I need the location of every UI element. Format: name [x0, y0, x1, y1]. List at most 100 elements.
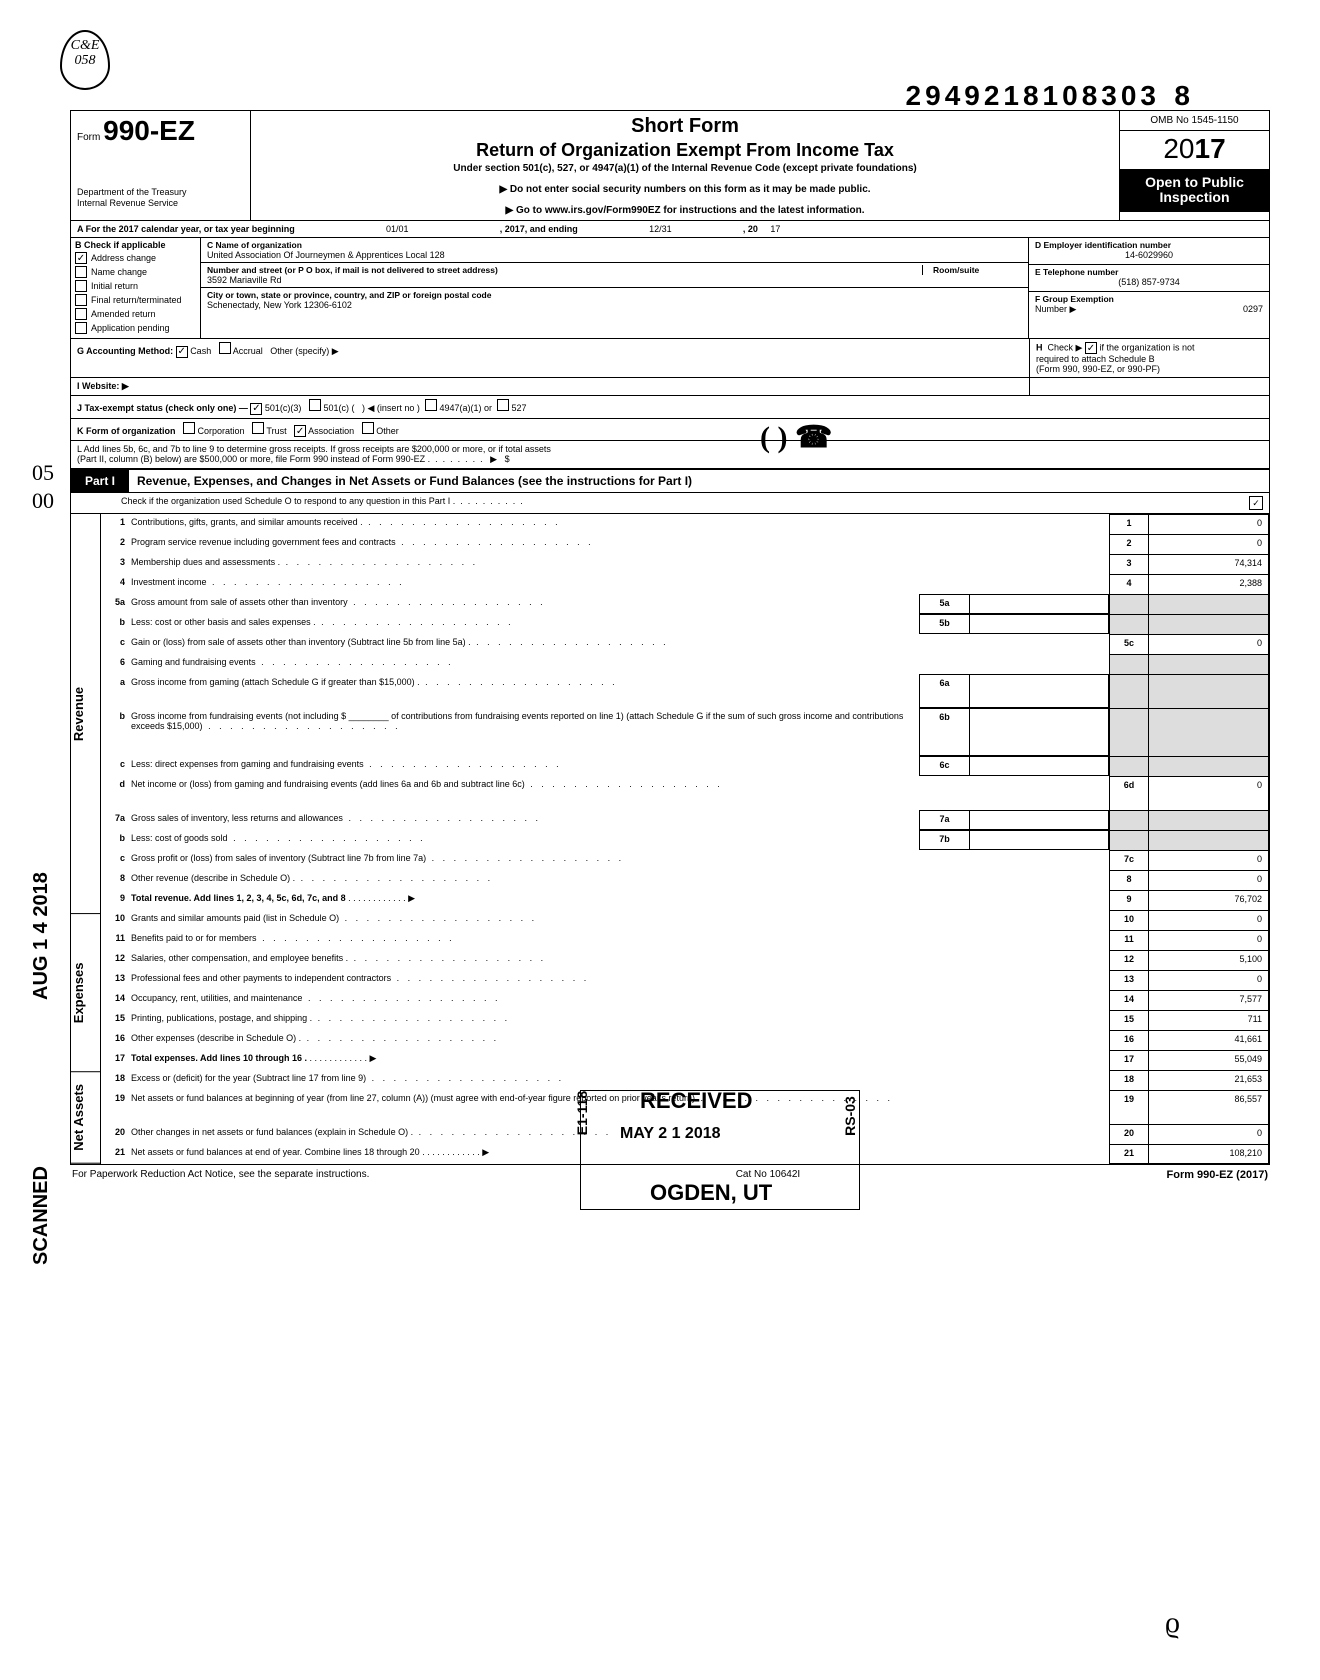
mid-val: [969, 594, 1109, 614]
line-desc: Occupancy, rent, utilities, and maintena…: [131, 990, 1109, 1010]
line-desc: Gross amount from sale of assets other t…: [131, 594, 919, 614]
j-d: 527: [512, 403, 527, 413]
line-number: 2: [101, 534, 131, 554]
line-desc: Excess or (deficit) for the year (Subtra…: [131, 1070, 1109, 1090]
netassets-vlabel: Net Assets: [71, 1072, 100, 1164]
line-number: a: [101, 674, 131, 708]
k-other-checkbox[interactable]: [362, 422, 374, 434]
line-desc: Less: direct expenses from gaming and fu…: [131, 756, 919, 776]
line-number: 7a: [101, 810, 131, 830]
col-b: B Check if applicable ✓Address changeNam…: [71, 238, 201, 338]
j-b2: ) ◀ (insert no ): [362, 403, 420, 413]
l-t2: (Part II, column (B) below) are $500,000…: [77, 454, 430, 464]
accrual-checkbox[interactable]: [219, 342, 231, 354]
right-num: 1: [1109, 514, 1149, 534]
right-val: [1149, 594, 1269, 614]
f-cell: F Group Exemption Number ▶ 0297: [1029, 292, 1269, 319]
line-row: 11Benefits paid to or for members110: [101, 930, 1269, 950]
line-desc: Membership dues and assessments .: [131, 554, 1109, 574]
line-desc: Contributions, gifts, grants, and simila…: [131, 514, 1109, 534]
colb-label: Application pending: [91, 323, 170, 333]
line-row: 16Other expenses (describe in Schedule O…: [101, 1030, 1269, 1050]
right-val: 711: [1149, 1010, 1269, 1030]
return-title: Return of Organization Exempt From Incom…: [259, 140, 1111, 161]
arrow-ssn: ▶ Do not enter social security numbers o…: [259, 184, 1111, 195]
colb-item: Final return/terminated: [75, 294, 196, 306]
mid-val: [969, 614, 1109, 634]
sched-o-checkbox[interactable]: ✓: [1249, 496, 1263, 510]
handwritten-2: 00: [32, 488, 54, 514]
right-num: 14: [1109, 990, 1149, 1010]
j-527-checkbox[interactable]: [497, 399, 509, 411]
right-val: 0: [1149, 634, 1269, 654]
right-val: 86,557: [1149, 1090, 1269, 1124]
h-checkbox[interactable]: ✓: [1085, 342, 1097, 354]
j-4947-checkbox[interactable]: [425, 399, 437, 411]
form-number: Form 990-EZ: [77, 115, 244, 147]
colb-label: Initial return: [91, 281, 138, 291]
line-row: bLess: cost of goods sold7b: [101, 830, 1269, 850]
k-d: Other: [376, 426, 399, 436]
colb-checkbox[interactable]: [75, 322, 87, 334]
right-num: 17: [1109, 1050, 1149, 1070]
c-name-lbl: C Name of organization: [207, 240, 1022, 250]
line-row: 18Excess or (deficit) for the year (Subt…: [101, 1070, 1269, 1090]
colb-checkbox[interactable]: [75, 308, 87, 320]
mid-val: [969, 810, 1109, 830]
j-501c3-checkbox[interactable]: ✓: [250, 403, 262, 415]
dept-2: Internal Revenue Service: [77, 198, 244, 209]
line-l: L Add lines 5b, 6c, and 7b to line 9 to …: [71, 441, 1269, 469]
h-l2: required to attach Schedule B: [1036, 354, 1155, 364]
mid-num: 6b: [919, 708, 969, 756]
form-container: Form 990-EZ Department of the Treasury I…: [70, 110, 1270, 1165]
line-row: cGain or (loss) from sale of assets othe…: [101, 634, 1269, 654]
row-a-text: A For the 2017 calendar year, or tax yea…: [77, 224, 295, 234]
scanned-stamp: SCANNED: [30, 1166, 53, 1265]
line-desc: Grants and similar amounts paid (list in…: [131, 910, 1109, 930]
colb-label: Name change: [91, 267, 147, 277]
addr-lbl: Number and street (or P O box, if mail i…: [207, 265, 1022, 275]
footer-right: Form 990-EZ (2017): [1167, 1169, 1268, 1181]
row-a-tail: , 20: [743, 224, 758, 234]
k-corp-checkbox[interactable]: [183, 422, 195, 434]
line-row: 9Total revenue. Add lines 1, 2, 3, 4, 5c…: [101, 890, 1269, 910]
right-val: 0: [1149, 870, 1269, 890]
colb-checkbox[interactable]: [75, 294, 87, 306]
k-assoc-checkbox[interactable]: ✓: [294, 425, 306, 437]
dln-number: 2949218108303: [906, 80, 1160, 112]
line-number: d: [101, 776, 131, 810]
d-cell: D Employer identification number 14-6029…: [1029, 238, 1269, 265]
colb-checkbox[interactable]: [75, 266, 87, 278]
line-row: bGross income from fundraising events (n…: [101, 708, 1269, 756]
right-num: [1109, 810, 1149, 830]
colb-item: ✓Address change: [75, 252, 196, 264]
line-number: b: [101, 830, 131, 850]
cash-checkbox[interactable]: ✓: [176, 346, 188, 358]
year-prefix: 20: [1163, 133, 1194, 164]
right-val: 2,388: [1149, 574, 1269, 594]
form-no: 990-EZ: [103, 115, 195, 146]
line-number: 15: [101, 1010, 131, 1030]
header-mid: Short Form Return of Organization Exempt…: [251, 111, 1119, 220]
omb-no: OMB No 1545-1150: [1120, 111, 1269, 131]
row-a-yy: 17: [770, 224, 780, 234]
k-trust-checkbox[interactable]: [252, 422, 264, 434]
colb-checkbox[interactable]: [75, 280, 87, 292]
year-bold: 17: [1195, 133, 1226, 164]
line-row: 8Other revenue (describe in Schedule O) …: [101, 870, 1269, 890]
line-row: 6Gaming and fundraising events: [101, 654, 1269, 674]
line-desc: Other expenses (describe in Schedule O) …: [131, 1030, 1109, 1050]
sched-o-text: Check if the organization used Schedule …: [121, 496, 450, 510]
right-num: 11: [1109, 930, 1149, 950]
j-501c-checkbox[interactable]: [309, 399, 321, 411]
colb-checkbox[interactable]: ✓: [75, 252, 87, 264]
k-b: Trust: [266, 426, 286, 436]
line-row: 2Program service revenue including gover…: [101, 534, 1269, 554]
received-stamp: RECEIVED: [640, 1088, 752, 1114]
right-num: [1109, 654, 1149, 674]
line-desc: Gross income from fundraising events (no…: [131, 708, 919, 756]
line-number: c: [101, 634, 131, 654]
line-number: 6: [101, 654, 131, 674]
right-num: 18: [1109, 1070, 1149, 1090]
right-num: [1109, 674, 1149, 708]
